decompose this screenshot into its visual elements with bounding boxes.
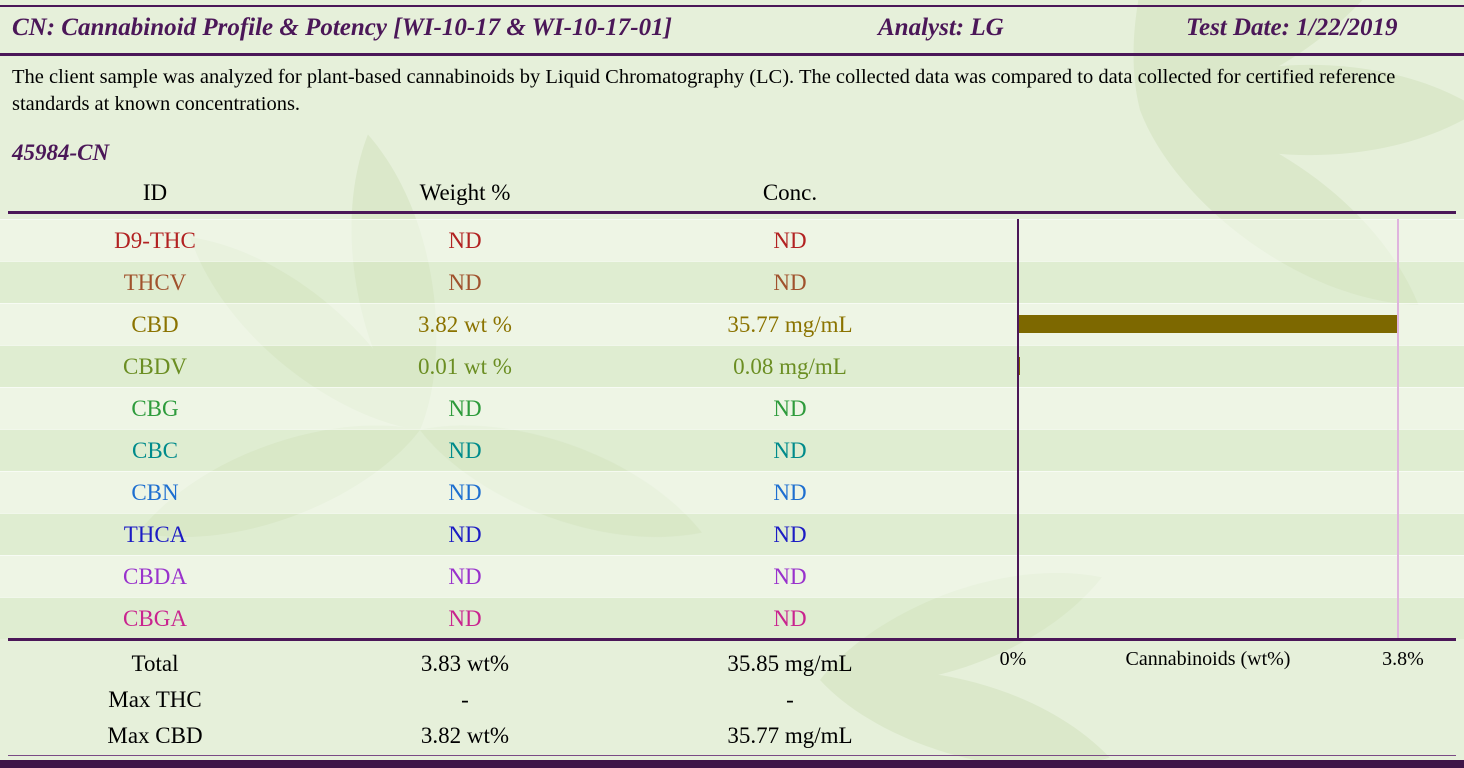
report-title: CN: Cannabinoid Profile & Potency [WI-10…: [12, 14, 672, 41]
table-row-cbn: CBN ND ND: [0, 471, 1464, 513]
cannabinoid-bar-chart: [1017, 219, 1399, 639]
table-row-thca: THCA ND ND: [0, 513, 1464, 555]
cell-conc: ND: [773, 270, 807, 295]
cell-id: CBG: [131, 396, 179, 421]
table-row-cbda: CBDA ND ND: [0, 555, 1464, 597]
report-header: CN: Cannabinoid Profile & Potency [WI-10…: [12, 12, 1452, 52]
table-row-cbdv: CBDV 0.01 wt % 0.08 mg/mL: [0, 345, 1464, 387]
cell-conc: ND: [773, 396, 807, 421]
cell-weight: ND: [448, 396, 482, 421]
column-header-rule: [8, 211, 1456, 214]
summary-row-max-thc: Max THC - -: [10, 682, 954, 718]
cell-conc: ND: [773, 480, 807, 505]
cell-id: CBDA: [123, 564, 187, 589]
cell-id: CBGA: [123, 606, 187, 631]
cell-weight: 3.82 wt %: [418, 312, 512, 337]
method-description: The client sample was analyzed for plant…: [12, 66, 1396, 115]
summary-cell-label: Max THC: [108, 687, 202, 712]
header-rule: [0, 53, 1464, 56]
table-row-cbc: CBC ND ND: [0, 429, 1464, 471]
cannabinoid-table: D9-THC ND ND THCV ND ND CBD 3.82 wt % 35.77 mg/m…: [0, 219, 1464, 639]
cell-id: CBC: [131, 438, 179, 463]
cell-weight: ND: [448, 522, 482, 547]
cell-conc: ND: [773, 438, 807, 463]
axis-max-label: 3.8%: [1382, 648, 1424, 670]
chart-max-gridline: [1397, 219, 1399, 639]
table-row-cbga: CBGA ND ND: [0, 597, 1464, 639]
column-header-weight: Weight %: [419, 180, 511, 205]
top-rule: [0, 5, 1464, 7]
cell-conc: ND: [773, 228, 807, 253]
summary-cell-conc: -: [786, 687, 794, 712]
column-header-conc: Conc.: [762, 180, 818, 205]
cell-conc: 35.77 mg/mL: [727, 312, 853, 337]
cell-id: CBDV: [123, 354, 187, 379]
axis-min-label: 0%: [999, 648, 1027, 670]
cell-weight: ND: [448, 606, 482, 631]
cell-conc: ND: [773, 522, 807, 547]
summary-cell-weight: -: [461, 687, 469, 712]
cell-id: THCV: [123, 270, 187, 295]
bottom-band: [0, 760, 1464, 768]
summary-cell-conc: 35.85 mg/mL: [727, 651, 853, 676]
table-row-thcv: THCV ND ND: [0, 261, 1464, 303]
summary-cell-label: Total: [131, 651, 179, 676]
summary-cell-weight: 3.82 wt%: [420, 723, 510, 748]
cell-conc: ND: [773, 606, 807, 631]
summary-row-max-cbd: Max CBD 3.82 wt% 35.77 mg/mL: [10, 718, 954, 754]
summary-rule: [8, 638, 1456, 641]
summary-cell-weight: 3.83 wt%: [420, 651, 510, 676]
summary-cell-conc: 35.77 mg/mL: [727, 723, 853, 748]
cell-id: CBD: [131, 312, 179, 337]
sample-id: 45984-CN: [12, 140, 110, 165]
bottom-thin-rule: [8, 755, 1456, 756]
test-date-label: Test Date: 1/22/2019: [1186, 14, 1398, 41]
bar-cbd: [1019, 315, 1397, 333]
table-row-d9-thc: D9-THC ND ND: [0, 219, 1464, 261]
summary-table: Total 3.83 wt% 35.85 mg/mL Max THC - - Max CBD…: [10, 646, 954, 754]
column-header-id: ID: [142, 180, 168, 205]
cell-weight: 0.01 wt %: [418, 354, 512, 379]
table-row-cbg: CBG ND ND: [0, 387, 1464, 429]
column-headers: ID Weight % Conc.: [10, 180, 950, 210]
cell-id: D9-THC: [114, 228, 196, 253]
chart-axis-labels: 0% Cannabinoids (wt%) 3.8%: [0, 648, 1464, 678]
cell-conc: ND: [773, 564, 807, 589]
cell-id: THCA: [123, 522, 187, 547]
cell-weight: ND: [448, 438, 482, 463]
cell-id: CBN: [131, 480, 179, 505]
bar-cbdv: [1019, 357, 1020, 375]
cell-conc: 0.08 mg/mL: [733, 354, 847, 379]
summary-row-total: Total 3.83 wt% 35.85 mg/mL: [10, 646, 954, 682]
cell-weight: ND: [448, 564, 482, 589]
axis-title-label: Cannabinoids (wt%): [1125, 648, 1291, 670]
cell-weight: ND: [448, 270, 482, 295]
cell-weight: ND: [448, 480, 482, 505]
summary-cell-label: Max CBD: [107, 723, 203, 748]
cell-weight: ND: [448, 228, 482, 253]
analyst-label: Analyst: LG: [878, 14, 1004, 41]
